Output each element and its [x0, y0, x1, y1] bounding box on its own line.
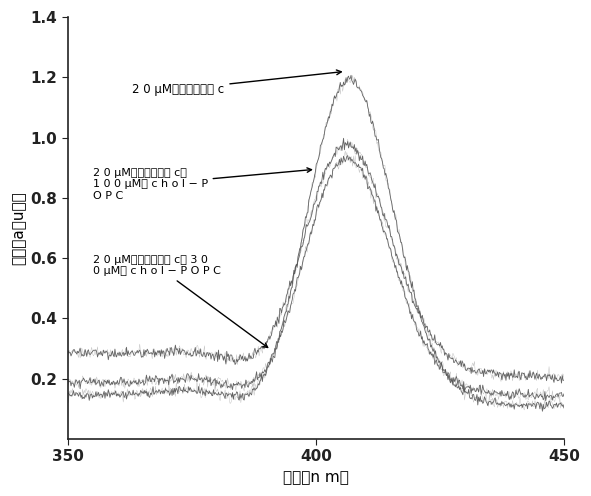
Text: 2 0 μMのシトクロム c、 3 0
0 μMの c h o l − P O P C: 2 0 μMのシトクロム c、 3 0 0 μMの c h o l − P O … — [93, 255, 268, 348]
Text: 2 0 μMのシトクロム c: 2 0 μMのシトクロム c — [132, 70, 341, 96]
Text: 2 0 μMのシトクロム c、
1 0 0 μMの c h o l − P
O P C: 2 0 μMのシトクロム c、 1 0 0 μMの c h o l − P O … — [93, 168, 311, 201]
Y-axis label: 吸光（a．u．）: 吸光（a．u．） — [11, 191, 26, 265]
X-axis label: 波長（n m）: 波長（n m） — [283, 470, 349, 485]
